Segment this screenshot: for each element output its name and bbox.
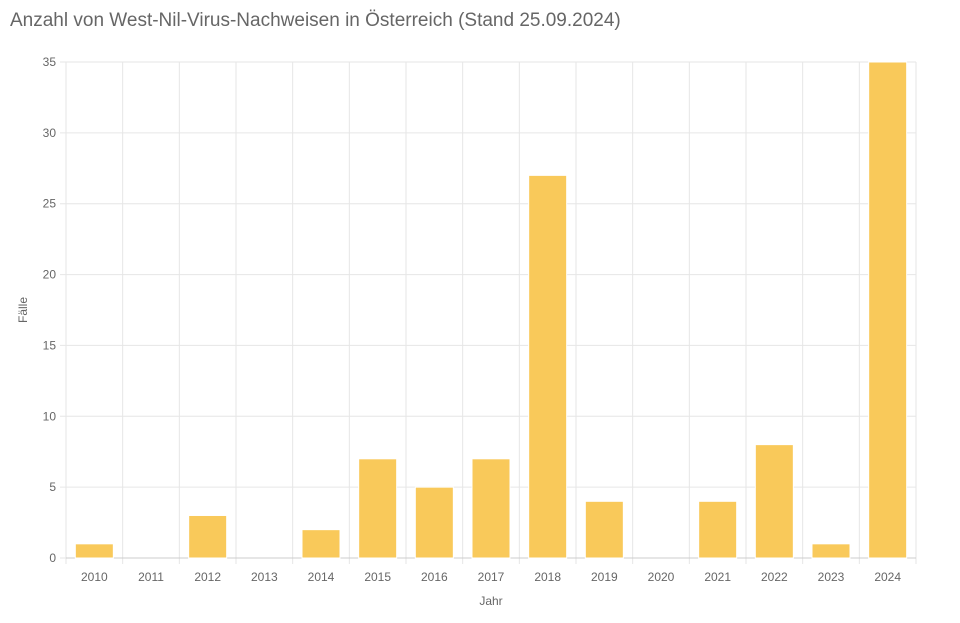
bar-2022 — [754, 444, 794, 559]
x-tick-label: 2012 — [194, 570, 221, 584]
chart-title: Anzahl von West-Nil-Virus-Nachweisen in … — [10, 10, 621, 31]
x-tick-label: 2017 — [478, 570, 505, 584]
x-tick-label: 2018 — [534, 570, 561, 584]
bar-2017 — [471, 458, 511, 559]
x-axis-title: Jahr — [479, 594, 502, 608]
bar-2018 — [528, 174, 568, 559]
bar-2010 — [74, 543, 114, 559]
bar-2021 — [698, 500, 738, 559]
y-tick-label: 10 — [43, 409, 57, 423]
x-tick-label: 2015 — [364, 570, 391, 584]
bar-2023 — [811, 543, 851, 559]
y-tick-label: 25 — [43, 197, 57, 211]
bar-2024 — [868, 61, 908, 559]
x-tick-label: 2014 — [308, 570, 335, 584]
x-tick-label: 2020 — [648, 570, 675, 584]
x-tick-label: 2013 — [251, 570, 278, 584]
y-tick-label: 0 — [49, 551, 56, 565]
y-tick-label: 15 — [43, 338, 57, 352]
x-tick-label: 2024 — [874, 570, 901, 584]
bar-2016 — [414, 486, 454, 559]
bar-2019 — [584, 500, 624, 559]
y-axis-title: Fälle — [16, 297, 30, 323]
x-tick-label: 2011 — [138, 570, 164, 584]
x-tick-label: 2019 — [591, 570, 618, 584]
x-tick-label: 2023 — [818, 570, 845, 584]
y-tick-label: 30 — [43, 126, 57, 140]
bar-2012 — [188, 514, 228, 559]
x-tick-label: 2010 — [81, 570, 108, 584]
x-tick-label: 2016 — [421, 570, 448, 584]
y-tick-label: 5 — [49, 480, 56, 494]
x-tick-label: 2022 — [761, 570, 788, 584]
y-tick-label: 20 — [43, 268, 57, 282]
bar-2014 — [301, 529, 341, 559]
y-tick-label: 35 — [43, 55, 57, 69]
bar-2015 — [358, 458, 398, 559]
x-tick-label: 2021 — [704, 570, 731, 584]
